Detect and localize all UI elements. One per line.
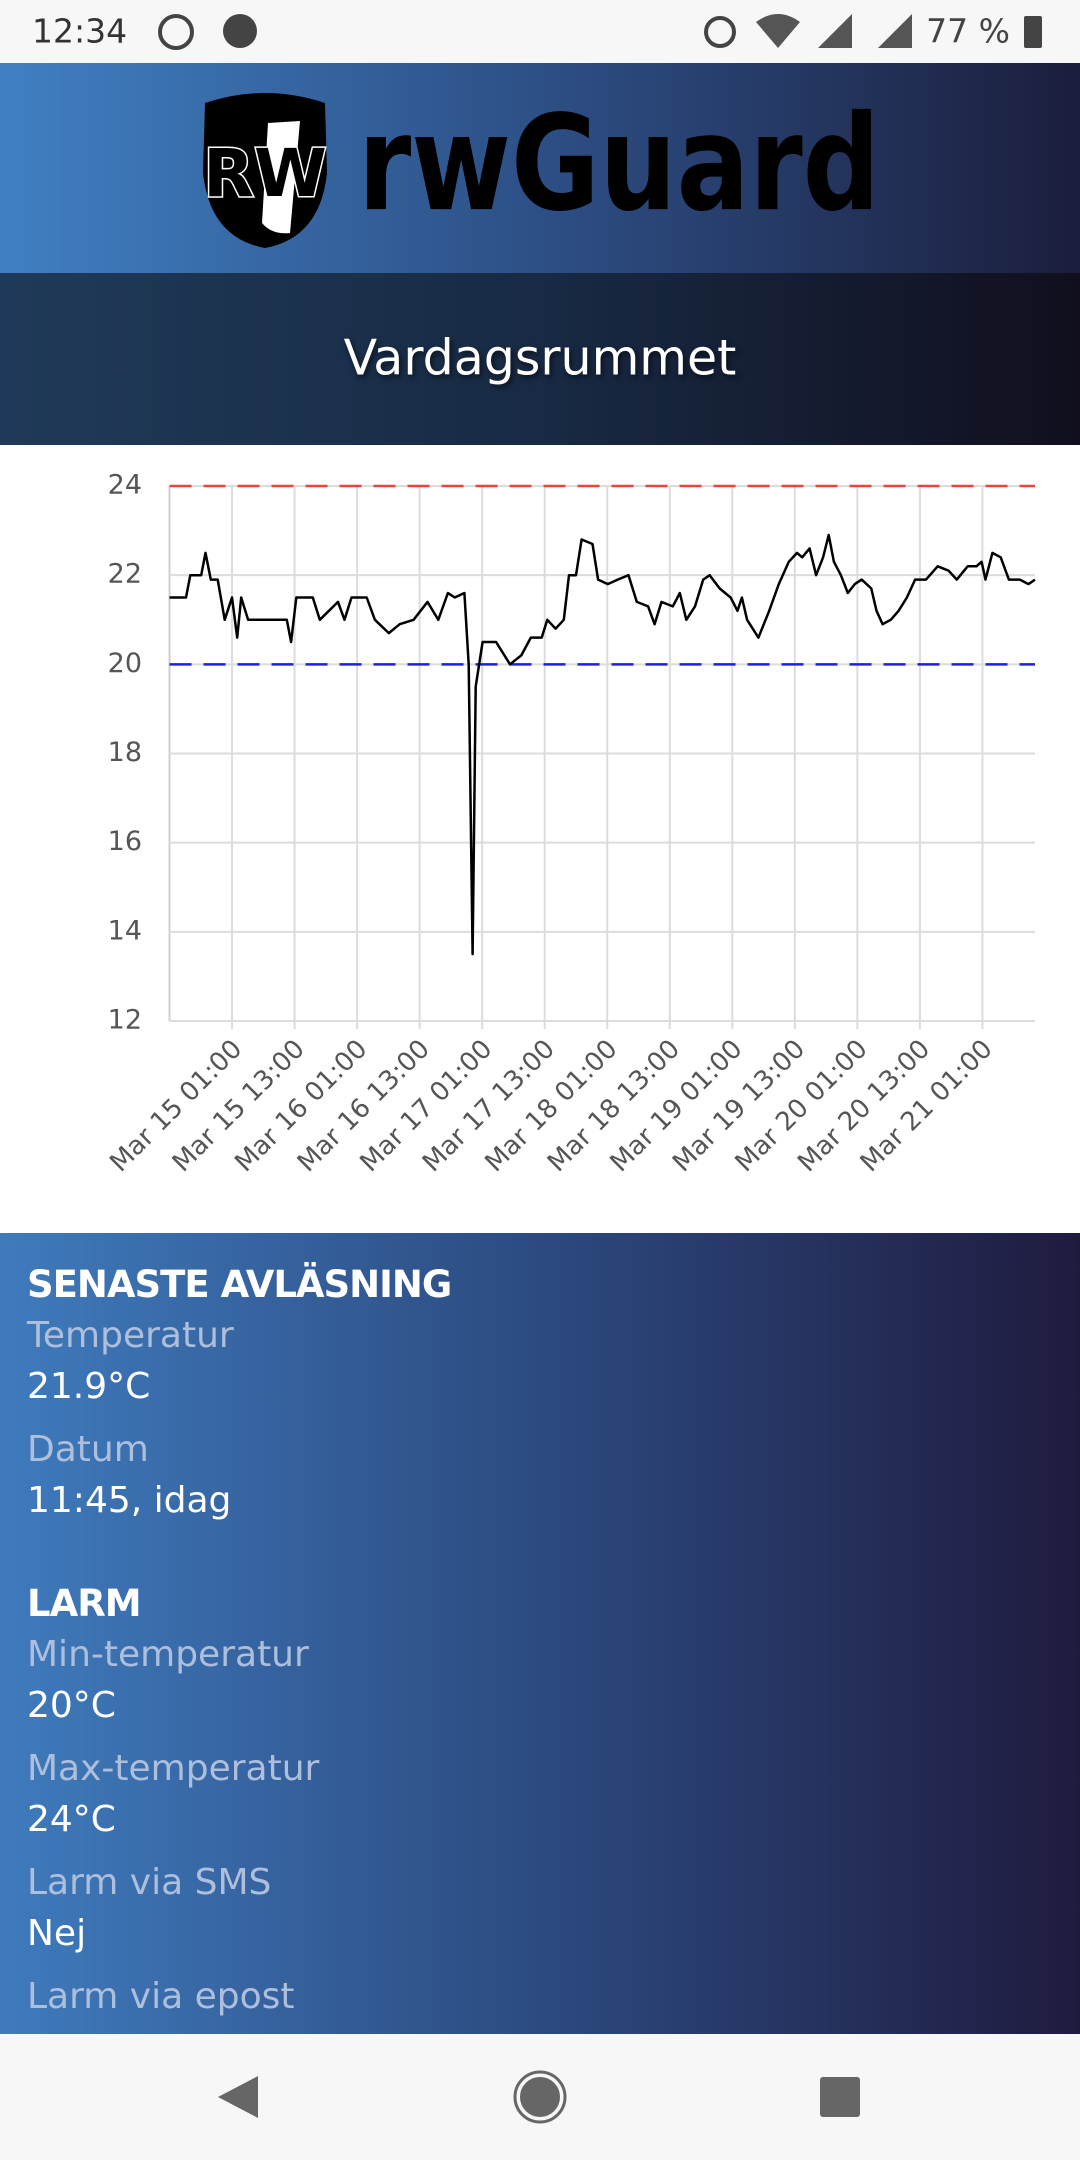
field-value: Nej [27,1913,87,1954]
field-value: 24°C [27,1799,116,1840]
navigation-bar [0,2034,1080,2160]
whatsapp-icon [158,14,194,50]
title-bar: Vardagsrummet [0,273,1080,445]
info-section: SENASTE AVLÄSNING Temperatur 21.9°C Datum 11… [27,1259,1053,1526]
y-tick-label: 24 [108,470,142,501]
temperature-line [169,533,1036,956]
y-tick-label: 20 [108,648,142,679]
field-value: 11:45, idag [27,1480,232,1521]
info-panel: SENASTE AVLÄSNING Temperatur 21.9°C Datum 11… [0,1233,1080,2034]
field-label: Larm via epost [27,1976,295,2017]
y-tick-label: 16 [108,826,142,857]
y-tick-label: 22 [108,559,142,590]
header: RW rwGuard [0,63,1080,273]
y-tick-label: 12 [108,1005,142,1036]
y-tick-label: 18 [108,737,142,768]
room-title: Vardagsrummet [344,330,737,387]
field-label: Min-temperatur [27,1634,309,1675]
info-field: Datum 11:45, idag [27,1424,1053,1526]
field-label: Datum [27,1429,149,1470]
info-section: LARM Min-temperatur 20°C Max-temperatur 24°C… [27,1578,1053,2022]
info-field: Larm via epost [27,1971,1053,2022]
section-heading: SENASTE AVLÄSNING [27,1263,452,1306]
info-field: Min-temperatur 20°C [27,1629,1053,1731]
back-button[interactable] [218,2076,258,2118]
field-label: Temperatur [27,1315,234,1356]
section-heading: LARM [27,1582,142,1625]
clock: 12:34 [32,12,127,51]
logo-stripe [262,121,300,234]
info-field: Max-temperatur 24°C [27,1743,1053,1845]
home-button[interactable] [516,2073,564,2121]
field-value: 21.9°C [27,1366,151,1407]
info-field: Temperatur 21.9°C [27,1310,1053,1412]
home-ring [513,2070,567,2124]
info-field: Larm via SMS Nej [27,1857,1053,1959]
battery-level: 77 % [926,12,1010,51]
wifi-icon [756,14,800,48]
messenger-icon [223,14,257,48]
field-value: 20°C [27,1685,116,1726]
signal-icon [878,14,912,48]
signal-icon [818,14,852,48]
status-bar: 12:34 77 % [0,0,1080,63]
alarm-icon [704,16,736,48]
recents-button[interactable] [820,2077,860,2117]
y-tick-label: 14 [108,915,142,946]
battery-icon [1024,16,1042,48]
logo-text: rwGuard [358,87,880,241]
field-label: Max-temperatur [27,1748,320,1789]
logo-badge: RW [203,135,327,212]
field-label: Larm via SMS [27,1862,272,1903]
